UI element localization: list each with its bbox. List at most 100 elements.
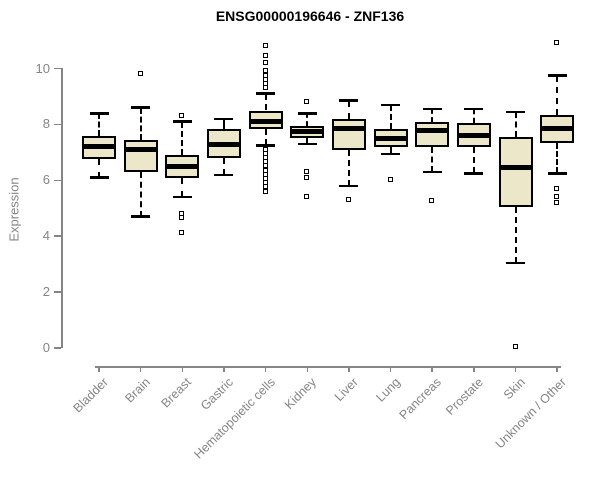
outlier-point bbox=[262, 53, 268, 59]
upper-whisker-cap bbox=[89, 112, 109, 115]
lower-whisker bbox=[472, 146, 475, 174]
outlier-point bbox=[179, 215, 185, 221]
outlier-point bbox=[262, 188, 268, 194]
lower-whisker bbox=[98, 159, 100, 178]
lower-whisker-cap bbox=[506, 261, 525, 265]
median-line bbox=[165, 163, 200, 169]
x-axis-tick bbox=[473, 366, 475, 372]
outlier-point bbox=[512, 343, 518, 349]
median-line bbox=[123, 147, 158, 153]
lower-whisker-cap bbox=[172, 195, 192, 199]
upper-whisker bbox=[264, 93, 267, 111]
lower-whisker-cap bbox=[381, 152, 401, 156]
outlier-point bbox=[304, 194, 310, 200]
box bbox=[331, 118, 366, 150]
x-axis-tick bbox=[348, 366, 350, 372]
x-axis-tick bbox=[181, 366, 184, 372]
lower-whisker bbox=[514, 206, 517, 263]
upper-whisker bbox=[347, 100, 350, 119]
y-tick-label: 10 bbox=[35, 60, 50, 76]
outlier-point bbox=[262, 85, 268, 91]
upper-whisker-cap bbox=[339, 99, 359, 102]
outlier-point bbox=[387, 177, 393, 183]
upper-whisker bbox=[389, 104, 392, 129]
y-axis-label: Expression bbox=[6, 177, 22, 242]
upper-whisker bbox=[306, 113, 309, 126]
lower-whisker bbox=[222, 158, 225, 175]
x-axis-tick bbox=[431, 366, 433, 372]
outlier-point bbox=[137, 71, 143, 77]
outlier-point bbox=[179, 113, 185, 119]
y-axis-tick bbox=[54, 347, 61, 349]
lower-whisker bbox=[264, 128, 267, 146]
median-line bbox=[415, 127, 450, 133]
lower-whisker bbox=[181, 177, 184, 198]
upper-whisker-cap bbox=[172, 120, 192, 123]
upper-whisker bbox=[222, 118, 225, 129]
x-axis-tick bbox=[556, 366, 558, 372]
lower-whisker-cap bbox=[89, 176, 109, 179]
y-axis-tick bbox=[54, 291, 61, 293]
chart-title: ENSG00000196646 - ZNF136 bbox=[215, 8, 405, 24]
upper-whisker-cap bbox=[256, 92, 276, 95]
y-tick-label: 0 bbox=[42, 340, 50, 355]
lower-whisker-cap bbox=[297, 142, 317, 146]
median-line bbox=[373, 135, 408, 141]
median-line bbox=[290, 128, 325, 134]
median-line bbox=[498, 165, 533, 171]
median-line bbox=[206, 141, 241, 147]
outlier-point bbox=[429, 198, 435, 204]
y-tick-label: 4 bbox=[42, 228, 50, 244]
outlier-point bbox=[179, 230, 185, 236]
outlier-point bbox=[554, 40, 560, 46]
median-line bbox=[82, 144, 116, 150]
outlier-point bbox=[554, 194, 560, 200]
y-axis-tick bbox=[54, 179, 61, 182]
upper-whisker bbox=[139, 107, 142, 140]
upper-whisker-cap bbox=[131, 106, 151, 109]
upper-whisker bbox=[556, 75, 559, 115]
upper-whisker bbox=[181, 121, 184, 156]
lower-whisker-cap bbox=[339, 184, 359, 188]
median-line bbox=[248, 119, 283, 125]
outlier-point bbox=[262, 43, 268, 49]
outlier-point bbox=[554, 199, 560, 205]
outlier-point bbox=[262, 60, 268, 65]
y-tick-label: 2 bbox=[42, 284, 50, 300]
lower-whisker bbox=[306, 138, 309, 145]
upper-whisker bbox=[514, 111, 517, 138]
box bbox=[123, 139, 158, 172]
x-axis-tick bbox=[306, 366, 308, 372]
x-axis-tick bbox=[389, 366, 392, 372]
lower-whisker-cap bbox=[422, 170, 442, 174]
x-axis-tick bbox=[264, 366, 267, 372]
y-axis-tick bbox=[54, 123, 61, 126]
y-axis-tick bbox=[54, 67, 61, 70]
outlier-point bbox=[304, 99, 310, 105]
x-axis-tick bbox=[139, 366, 142, 372]
y-axis bbox=[61, 68, 63, 348]
lower-whisker-cap bbox=[131, 215, 151, 218]
lower-whisker bbox=[556, 142, 559, 174]
median-line bbox=[456, 133, 491, 139]
upper-whisker-cap bbox=[547, 74, 567, 77]
upper-whisker bbox=[472, 109, 475, 124]
lower-whisker-cap bbox=[256, 144, 276, 147]
y-tick-label: 6 bbox=[42, 172, 50, 188]
lower-whisker-cap bbox=[214, 173, 234, 177]
upper-whisker-cap bbox=[464, 107, 484, 111]
lower-whisker bbox=[389, 146, 392, 154]
upper-whisker bbox=[98, 113, 100, 136]
x-axis-tick bbox=[223, 366, 225, 372]
lower-whisker bbox=[431, 146, 434, 172]
upper-whisker-cap bbox=[214, 117, 234, 121]
lower-whisker bbox=[347, 149, 350, 186]
upper-whisker-cap bbox=[297, 112, 317, 115]
upper-whisker-cap bbox=[422, 107, 442, 111]
x-axis bbox=[95, 366, 562, 368]
upper-whisker-cap bbox=[381, 103, 401, 107]
box bbox=[415, 121, 450, 147]
lower-whisker bbox=[139, 171, 142, 217]
outlier-point bbox=[304, 174, 310, 180]
